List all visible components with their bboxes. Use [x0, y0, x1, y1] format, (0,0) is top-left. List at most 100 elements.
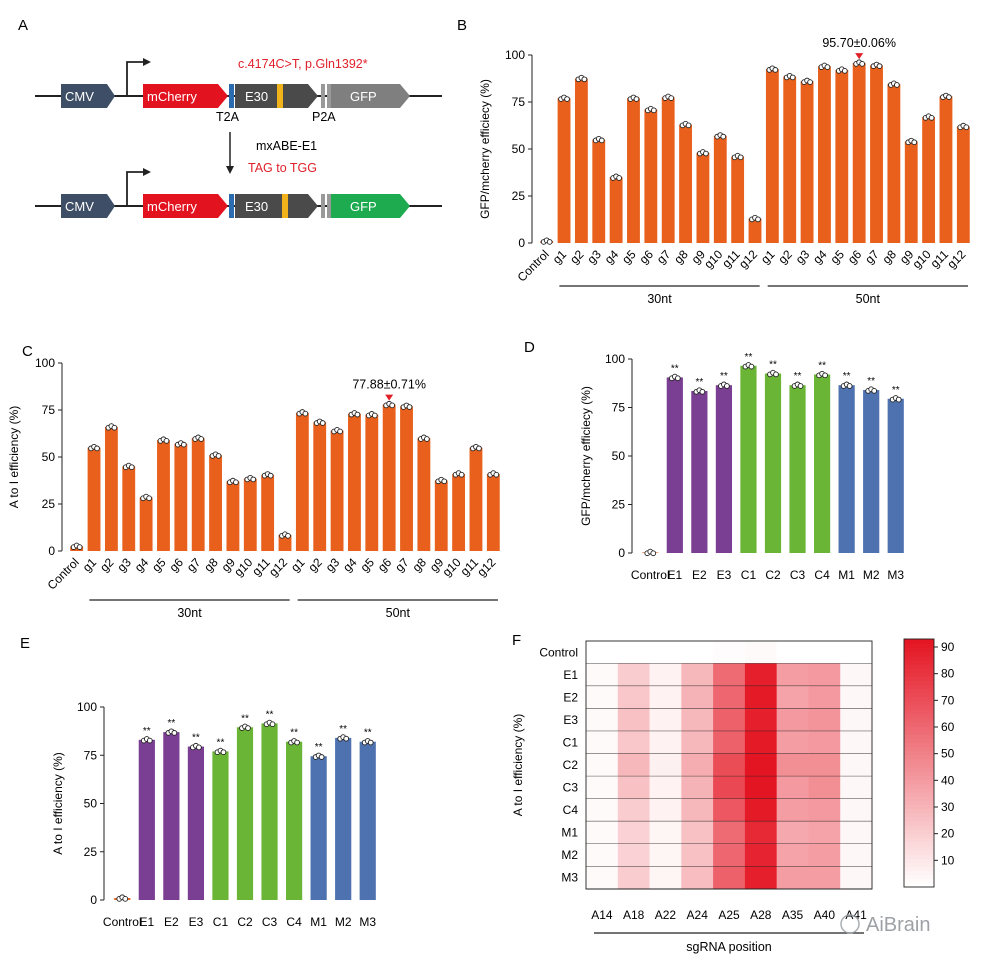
- colorbar-segment: [904, 853, 934, 859]
- heatmap-column-label: A24: [687, 908, 709, 922]
- d-significance-label: **: [671, 363, 679, 374]
- colorbar-segment: [904, 787, 934, 793]
- heatmap-cell: [586, 843, 619, 867]
- d-y-tick-label: 25: [612, 498, 626, 512]
- colorbar-tick-label: 80: [941, 667, 955, 681]
- e-replicate-point: [269, 721, 276, 728]
- heatmap-cell: [713, 776, 746, 800]
- e-category-label: E2: [164, 915, 179, 929]
- e-replicate-point: [220, 749, 227, 756]
- heatmap-cell: [617, 798, 651, 822]
- e-bar: [212, 751, 229, 900]
- b-bar: [904, 141, 918, 243]
- c-bar: [209, 455, 222, 551]
- c-bar: [486, 473, 500, 551]
- p2a-bar-4: [327, 194, 331, 218]
- heatmap-cell: [840, 776, 873, 800]
- e-replicate-point: [318, 754, 325, 760]
- heatmap-cell: [617, 866, 651, 890]
- d-bar: [740, 365, 757, 553]
- b-bar: [574, 78, 588, 243]
- b-category-label: Control: [515, 247, 552, 284]
- d-replicate-point: [773, 371, 779, 378]
- d-significance-label: **: [867, 376, 875, 387]
- colorbar-segment: [904, 825, 934, 830]
- colorbar-segment: [904, 659, 934, 665]
- c-replicate-point: [267, 472, 274, 479]
- colorbar-segment: [904, 692, 934, 698]
- c-category-label: Control: [45, 555, 82, 592]
- d-significance-label: **: [843, 371, 851, 382]
- b-replicate-point: [703, 150, 709, 157]
- colorbar-segment: [904, 655, 934, 661]
- heatmap-cell: [681, 843, 714, 867]
- heatmap-cell: [744, 843, 778, 867]
- b-replicate-point: [911, 139, 918, 146]
- heatmap-column-label: A40: [814, 908, 836, 922]
- heatmap-cell: [617, 821, 651, 845]
- heatmap-cell: [808, 821, 841, 845]
- watermark-text: AiBrain: [866, 914, 930, 936]
- e-replicate-point: [367, 739, 374, 746]
- heatmap-cell: [617, 708, 651, 732]
- mcherry-box: [143, 84, 228, 108]
- b-bar: [922, 117, 936, 243]
- heatmap-cell: [649, 686, 682, 710]
- b-replicate-point: [685, 122, 692, 129]
- c-y-tick-label: 0: [48, 544, 55, 558]
- e-significance-label: **: [241, 713, 249, 724]
- heatmap-cell: [776, 843, 809, 867]
- e-bar: [138, 739, 155, 900]
- c-replicate-point: [458, 471, 465, 478]
- heatmap-cell: [586, 663, 619, 687]
- colorbar-segment: [904, 705, 934, 710]
- d-replicate-point: [650, 550, 657, 557]
- colorbar-segment: [904, 696, 934, 702]
- colorbar-tick-label: 90: [941, 640, 955, 654]
- d-bar: [789, 385, 806, 553]
- d-category-label: M2: [863, 568, 880, 582]
- heatmap-cell: [649, 866, 682, 890]
- colorbar-segment: [904, 771, 934, 776]
- b-replicate-point: [841, 67, 848, 74]
- e-significance-label: **: [364, 728, 372, 739]
- panel-letter-d: D: [524, 339, 535, 356]
- b-replicate-point: [616, 175, 622, 181]
- d-category-label: M1: [838, 568, 855, 582]
- e-bar: [335, 737, 352, 900]
- heatmap-cell: [681, 798, 714, 822]
- heatmap-cell: [744, 641, 778, 665]
- heatmap-cell: [840, 798, 873, 822]
- colorbar-segment: [904, 808, 934, 814]
- e-y-tick-label: 0: [90, 893, 97, 907]
- c-y-tick-label: 25: [42, 497, 56, 511]
- heatmap-cell: [840, 753, 873, 777]
- e-category-label: C2: [237, 915, 253, 929]
- b-replicate-point: [807, 79, 813, 85]
- colorbar-segment: [904, 804, 934, 810]
- c-category-label: g12: [474, 555, 498, 579]
- c-replicate-point: [493, 471, 500, 478]
- c-y-tick-label: 50: [42, 450, 56, 464]
- c-bar: [226, 481, 240, 551]
- d-y-tick-label: 75: [612, 401, 626, 415]
- heatmap-cell: [617, 731, 651, 755]
- heatmap-cell: [744, 866, 778, 890]
- heatmap-cell: [586, 641, 619, 665]
- t2a-bar-2: [229, 194, 234, 218]
- colorbar-segment: [904, 862, 934, 867]
- colorbar-segment: [904, 734, 934, 739]
- heatmap-cell: [776, 708, 809, 732]
- c-replicate-point: [163, 438, 170, 444]
- b-bar: [592, 139, 606, 243]
- heatmap-row-label: C4: [563, 803, 579, 817]
- d-category-label: C1: [741, 568, 757, 582]
- colorbar-segment: [904, 841, 934, 847]
- e30-label: E30: [245, 89, 268, 104]
- b-replicate-point: [946, 94, 952, 101]
- c-replicate-point: [371, 412, 378, 419]
- panel-letter-c: C: [22, 343, 33, 360]
- c-bar: [434, 480, 448, 551]
- b-replicate-point: [546, 239, 553, 245]
- p2a-bar-2: [327, 84, 331, 108]
